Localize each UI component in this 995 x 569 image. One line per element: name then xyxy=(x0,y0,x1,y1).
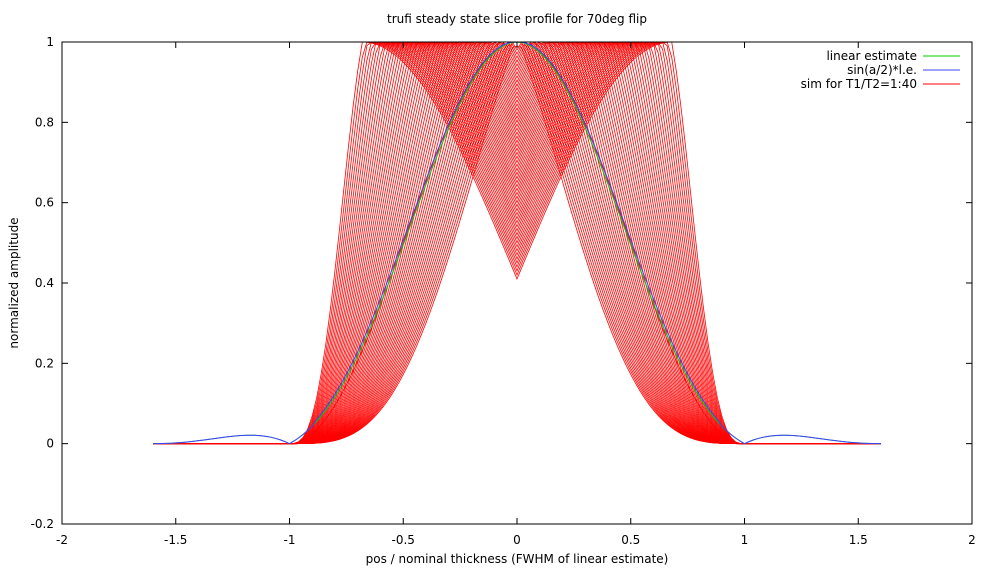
legend-item: linear estimate xyxy=(826,49,960,63)
x-tick-label: 0 xyxy=(513,533,521,547)
legend-item: sim for T1/T2=1:40 xyxy=(801,77,960,91)
chart-title: trufi steady state slice profile for 70d… xyxy=(387,12,647,26)
y-tick-label: -0.2 xyxy=(31,517,54,531)
legend-label-linear-estimate: linear estimate xyxy=(826,49,917,63)
y-tick-label: 0.8 xyxy=(35,115,54,129)
x-tick-label: 1.5 xyxy=(849,533,868,547)
x-axis: -2 -1.5 -1 -0.5 0 0.5 1 1.5 2 xyxy=(56,42,976,547)
reference-curves xyxy=(152,42,882,445)
x-tick-label: 2 xyxy=(968,533,976,547)
legend-item: sin(a/2)*l.e. xyxy=(847,63,960,77)
legend-label-sim: sim for T1/T2=1:40 xyxy=(801,77,917,91)
x-tick-label: 0.5 xyxy=(621,533,640,547)
sin-le-line xyxy=(152,42,882,445)
y-tick-label: 0.2 xyxy=(35,356,54,370)
x-tick-label: -1 xyxy=(284,533,296,547)
sim-curve xyxy=(153,42,881,445)
y-tick-label: 0.4 xyxy=(35,276,54,290)
y-axis: -0.2 0 0.2 0.4 0.6 0.8 1 xyxy=(31,35,972,531)
y-tick-label: 0.6 xyxy=(35,196,54,210)
legend: linear estimate sin(a/2)*l.e. sim for T1… xyxy=(801,49,960,91)
legend-label-sin-le: sin(a/2)*l.e. xyxy=(847,63,917,77)
sim-curves xyxy=(153,42,881,445)
x-tick-label: -0.5 xyxy=(392,533,415,547)
y-axis-title: normalized amplitude xyxy=(7,217,21,348)
y-tick-label: 1 xyxy=(46,35,54,49)
x-tick-label: -1.5 xyxy=(164,533,187,547)
x-axis-title: pos / nominal thickness (FWHM of linear … xyxy=(366,552,669,566)
x-tick-label: 1 xyxy=(741,533,749,547)
y-tick-label: 0 xyxy=(46,437,54,451)
sim-curve xyxy=(153,44,881,445)
x-tick-label: -2 xyxy=(56,533,68,547)
